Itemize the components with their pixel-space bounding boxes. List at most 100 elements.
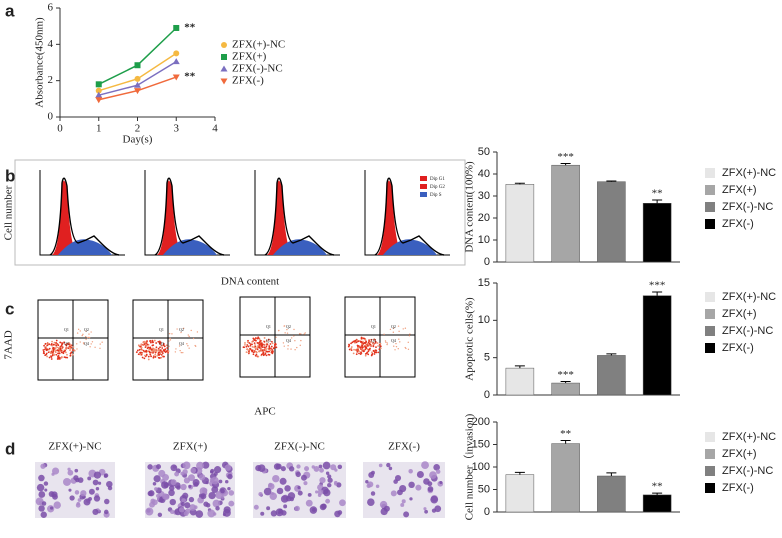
cell-dot — [51, 349, 53, 352]
quadrant-label: Q1 — [159, 327, 164, 332]
cell-dot — [157, 349, 160, 352]
cell-dot — [299, 344, 301, 347]
quadrant-label: Q2 — [179, 327, 184, 332]
cell — [439, 480, 443, 485]
cell-dot — [84, 335, 87, 338]
cell-dot — [277, 329, 280, 332]
cell-dot — [358, 352, 360, 355]
cell — [421, 461, 429, 470]
cell — [88, 496, 92, 501]
cell-dot — [378, 348, 381, 351]
cell-dot — [42, 349, 45, 351]
cell — [400, 502, 405, 507]
cell-dot — [186, 343, 188, 345]
error-bar — [652, 199, 663, 204]
y-axis-label: 7AAD — [3, 330, 15, 359]
x-axis-label: DNA content — [221, 276, 279, 288]
cell — [179, 507, 185, 513]
cell-dot — [146, 350, 149, 353]
cell — [317, 489, 324, 495]
legend-label: ZFX(+) — [232, 51, 267, 63]
cell-dot — [365, 346, 367, 349]
cell — [161, 481, 169, 489]
cell-dot — [144, 354, 146, 357]
cell — [62, 477, 71, 486]
y-tick-label: 100 — [472, 461, 490, 473]
cell-dot — [57, 349, 60, 352]
annotation: ** — [184, 22, 196, 34]
cell-dot — [54, 350, 57, 352]
cell-dot — [161, 350, 163, 353]
cell-dot — [61, 356, 63, 359]
cell-dot — [294, 340, 296, 342]
quadrant-label: Q1 — [266, 324, 271, 329]
cell-dot — [164, 351, 167, 354]
cell-dot — [182, 327, 185, 330]
hist-g1 — [52, 180, 78, 255]
cell-dot — [180, 351, 183, 354]
cell-dot — [150, 355, 152, 358]
cell-dot — [57, 352, 59, 355]
cell-dot — [190, 329, 192, 332]
cell-dot — [188, 335, 190, 338]
cell-dot — [77, 328, 80, 331]
cell-dot — [298, 333, 301, 335]
significance: *** — [557, 151, 574, 163]
cell-dot — [248, 350, 250, 353]
cell-dot — [50, 342, 53, 345]
bar — [551, 164, 580, 263]
cell-dot — [69, 352, 72, 355]
cell — [169, 509, 175, 515]
hist-g1 — [267, 180, 293, 255]
bar — [597, 181, 626, 263]
cell-dot — [69, 349, 71, 351]
cell-dot — [140, 346, 143, 349]
cell — [272, 474, 280, 483]
cell-dot — [53, 354, 55, 357]
y-tick-label: 50 — [478, 483, 490, 495]
cell-dot — [56, 358, 59, 360]
cell — [313, 466, 320, 472]
cell-dot — [153, 339, 156, 342]
cell — [183, 511, 189, 517]
cell — [280, 495, 289, 503]
legend-label: ZFX(+) — [722, 184, 757, 196]
cell — [307, 492, 312, 497]
cell-dot — [274, 343, 276, 346]
cell-dot — [143, 341, 146, 343]
cell — [301, 474, 307, 481]
cell — [50, 506, 54, 510]
cell — [169, 498, 176, 506]
cell-dot — [375, 346, 377, 349]
cell — [253, 504, 259, 510]
cell-dot — [351, 341, 354, 344]
hist-s — [163, 239, 217, 255]
cell-dot — [409, 333, 411, 335]
quadrant-label: Q2 — [391, 324, 396, 329]
cell — [277, 511, 281, 515]
cell — [38, 491, 46, 498]
cell — [334, 510, 341, 518]
cell-dot — [168, 340, 170, 342]
cell-dot — [255, 353, 258, 356]
cell-dot — [364, 354, 367, 357]
cell-dot — [72, 346, 75, 348]
cell-dot — [265, 348, 268, 350]
cell-dot — [361, 348, 364, 351]
cell-dot — [166, 347, 169, 349]
cell-dot — [361, 346, 364, 349]
significance: ** — [652, 187, 663, 199]
cell-dot — [55, 344, 58, 347]
cell-dot — [149, 339, 152, 342]
cell-dot — [65, 344, 68, 347]
cell-dot — [158, 340, 161, 343]
legend-label: ZFX(-) — [722, 342, 754, 354]
quadrant-lines — [240, 297, 310, 377]
cell-dot — [386, 343, 388, 346]
cell-dot — [43, 344, 45, 347]
cell — [92, 479, 99, 486]
cell — [270, 491, 275, 495]
quadrant-label: Q2 — [286, 324, 291, 329]
cell — [289, 497, 294, 502]
cell — [424, 509, 428, 514]
